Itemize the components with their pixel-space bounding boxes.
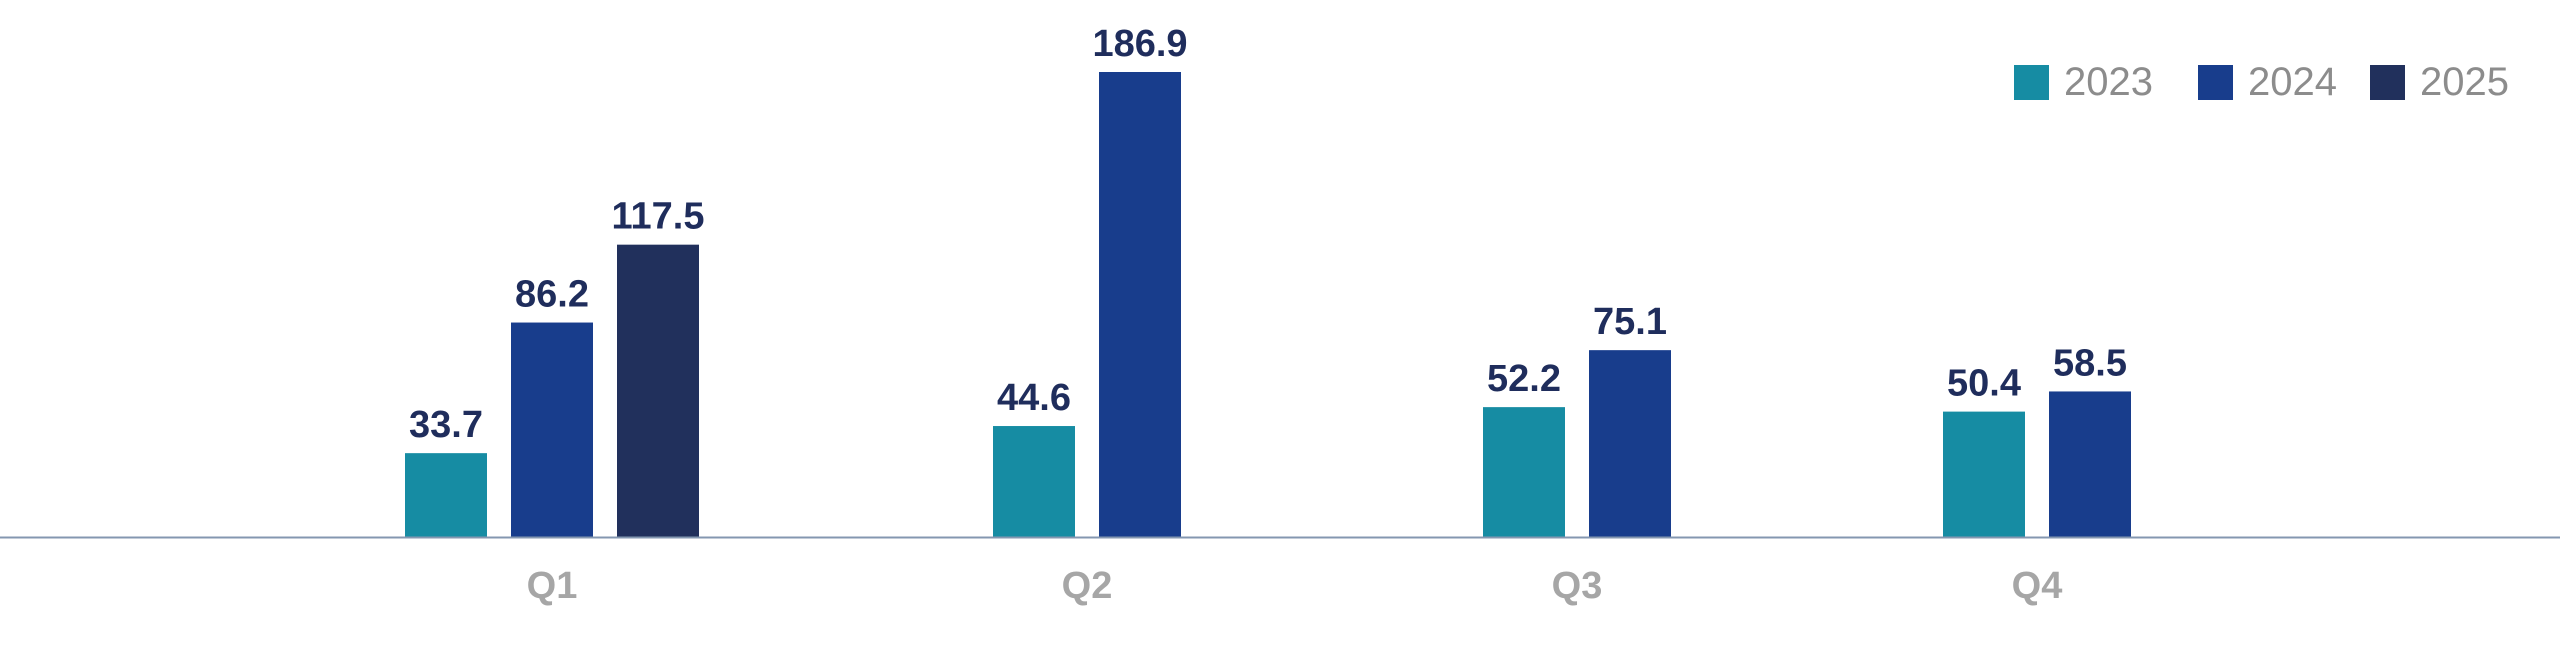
category-labels-layer: Q1 Q2 Q3 Q4: [527, 565, 2063, 607]
legend-label-2025: 2025: [2420, 60, 2509, 104]
bar-q1-2024: [511, 322, 593, 537]
bar-q3-2024: [1589, 350, 1671, 537]
data-label-q2-2023: 44.6: [997, 377, 1071, 419]
bar-q1-2025: [617, 244, 699, 537]
legend: 2023 2024 2025: [2014, 60, 2509, 104]
bar-q2-2023: [993, 426, 1075, 537]
category-label-q3: Q3: [1552, 565, 1603, 607]
legend-swatch-2023: [2014, 65, 2049, 100]
legend-item-2025: 2025: [2370, 60, 2509, 104]
legend-swatch-2024: [2198, 65, 2233, 100]
bar-q3-2023: [1483, 407, 1565, 537]
legend-swatch-2025: [2370, 65, 2405, 100]
bar-q2-2024: [1099, 72, 1181, 537]
legend-item-2024: 2024: [2198, 60, 2337, 104]
data-label-q3-2024: 75.1: [1593, 301, 1667, 343]
data-label-q4-2024: 58.5: [2053, 342, 2127, 384]
legend-label-2023: 2023: [2064, 60, 2153, 104]
data-label-q1-2025: 117.5: [612, 196, 705, 238]
data-labels-layer: 33.7 86.2 117.5 44.6 186.9 52.2 75.1 50.4 58.5: [409, 23, 2127, 446]
data-label-q4-2023: 50.4: [1947, 363, 2021, 405]
bar-q4-2024: [2049, 391, 2131, 537]
data-label-q1-2024: 86.2: [515, 274, 589, 316]
category-label-q1: Q1: [527, 565, 578, 607]
data-label-q3-2023: 52.2: [1487, 358, 1561, 400]
legend-label-2024: 2024: [2248, 60, 2337, 104]
data-label-q2-2024: 186.9: [1092, 23, 1187, 65]
legend-item-2023: 2023: [2014, 60, 2153, 104]
bar-q1-2023: [405, 453, 487, 537]
bar-q4-2023: [1943, 411, 2025, 537]
data-label-q1-2023: 33.7: [409, 404, 483, 446]
category-label-q2: Q2: [1062, 565, 1113, 607]
bars-layer: [405, 72, 2131, 537]
category-label-q4: Q4: [2012, 565, 2063, 607]
